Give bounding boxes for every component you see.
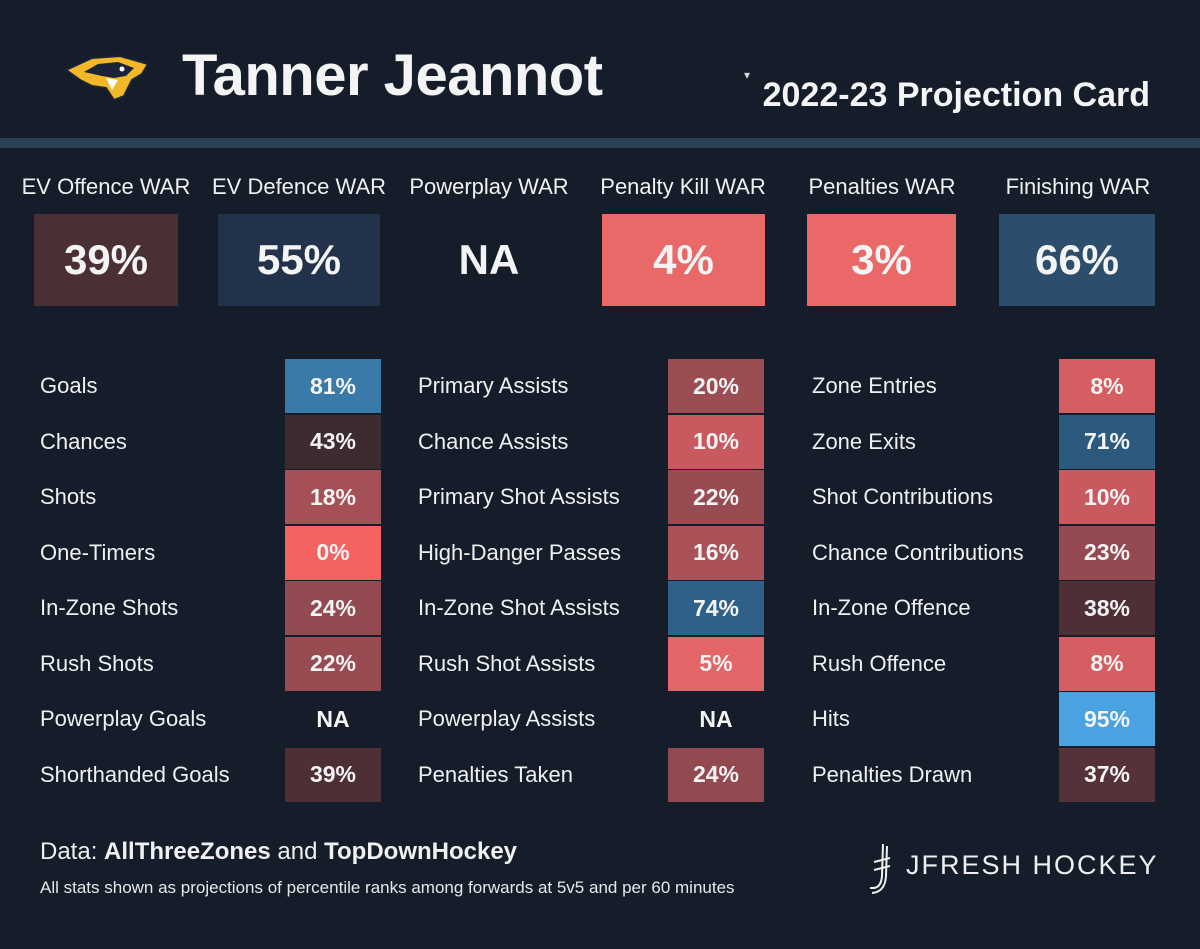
chevron-down-icon[interactable]: ▾ bbox=[744, 68, 751, 82]
stat-value: 39% bbox=[285, 747, 381, 802]
war-label-finishing: Finishing WAR bbox=[1005, 174, 1151, 199]
stat-value: 10% bbox=[1059, 470, 1155, 524]
source-allthreezones: AllThreeZones bbox=[104, 838, 271, 865]
data-prefix: Data: bbox=[40, 838, 105, 865]
stat-value: 8% bbox=[1059, 636, 1155, 691]
stat-value: 37% bbox=[1059, 747, 1155, 802]
player-name: Tanner Jeannot bbox=[182, 43, 603, 108]
stat-label: Rush Shot Assists bbox=[418, 650, 596, 676]
stat-label: Zone Exits bbox=[812, 428, 916, 454]
war-label-penalty-kill: Penalty Kill WAR bbox=[600, 174, 766, 199]
war-label-ev-defence: EV Defence WAR bbox=[211, 174, 387, 199]
stat-label: Penalties Taken bbox=[418, 761, 573, 787]
stat-label: In-Zone Shots bbox=[40, 595, 179, 620]
stat-label: Shot Contributions bbox=[812, 484, 993, 509]
stat-value: 38% bbox=[1059, 581, 1155, 635]
war-value-powerplay: NA bbox=[414, 214, 564, 306]
stat-label: Primary Assists bbox=[418, 373, 569, 398]
stat-value: 24% bbox=[285, 581, 381, 635]
war-value-penalties: 3% bbox=[807, 214, 956, 306]
stat-value: 22% bbox=[668, 470, 764, 524]
stat-value: 74% bbox=[668, 581, 764, 635]
header-divider bbox=[0, 138, 1200, 148]
predators-logo-icon bbox=[64, 54, 150, 102]
card-title: 2022-23 Projection Card bbox=[762, 76, 1150, 114]
stat-label: Chance Contributions bbox=[812, 539, 1024, 565]
footer-data-sources: Data: AllThreeZones and TopDownHockey bbox=[40, 838, 517, 866]
stat-label: Rush Offence bbox=[812, 650, 947, 676]
stat-label: Powerplay Assists bbox=[418, 706, 596, 731]
stat-label: Primary Shot Assists bbox=[418, 484, 620, 509]
stat-label: One-Timers bbox=[40, 539, 156, 565]
stat-value: 16% bbox=[668, 525, 764, 580]
stat-label: Chance Assists bbox=[418, 428, 569, 454]
stat-value: NA bbox=[285, 692, 381, 746]
stat-value: 43% bbox=[285, 414, 381, 469]
stat-label: Zone Entries bbox=[812, 373, 937, 398]
data-and: and bbox=[270, 838, 325, 865]
stat-value: 24% bbox=[668, 747, 764, 802]
stat-label: Goals bbox=[40, 373, 98, 398]
stat-value: 22% bbox=[285, 636, 381, 691]
source-topdownhockey: TopDownHockey bbox=[324, 838, 518, 865]
stat-label: Powerplay Goals bbox=[40, 706, 207, 731]
stat-label: Penalties Drawn bbox=[812, 761, 973, 787]
hockey-stick-logo-icon bbox=[870, 843, 891, 894]
war-label-penalties: Penalties WAR bbox=[808, 174, 956, 199]
stat-label: Shorthanded Goals bbox=[40, 761, 230, 787]
stat-value: 10% bbox=[668, 414, 764, 469]
header: Tanner Jeannot ▾ 2022-23 Projection Card bbox=[0, 0, 1200, 138]
stat-value: 8% bbox=[1059, 359, 1155, 413]
stat-value: 23% bbox=[1059, 525, 1155, 580]
stat-value: 95% bbox=[1059, 692, 1155, 746]
brand: JFRESH HOCKEY bbox=[866, 838, 1157, 898]
stat-value: 5% bbox=[668, 636, 764, 691]
war-value-ev-defence: 55% bbox=[218, 214, 380, 306]
stat-label: Rush Shots bbox=[40, 650, 154, 676]
war-value-finishing: 66% bbox=[999, 214, 1155, 306]
stat-value: 81% bbox=[285, 359, 381, 413]
stat-label: In-Zone Shot Assists bbox=[418, 595, 620, 620]
stat-value: 0% bbox=[285, 525, 381, 580]
war-label-ev-offence: EV Offence WAR bbox=[21, 174, 191, 199]
stat-label: Chances bbox=[40, 428, 127, 454]
stat-label: In-Zone Offence bbox=[812, 595, 971, 620]
footer-note: All stats shown as projections of percen… bbox=[40, 878, 735, 897]
stat-value: 20% bbox=[668, 359, 764, 413]
war-value-ev-offence: 39% bbox=[34, 214, 178, 306]
stat-label: Hits bbox=[812, 706, 850, 731]
stat-value: 71% bbox=[1059, 414, 1155, 469]
stat-value: NA bbox=[668, 692, 764, 746]
stat-label: High-Danger Passes bbox=[418, 539, 621, 565]
stat-label: Shots bbox=[40, 484, 97, 509]
stat-value: 18% bbox=[285, 470, 381, 524]
war-label-powerplay: Powerplay WAR bbox=[409, 174, 569, 199]
war-value-penalty-kill: 4% bbox=[602, 214, 765, 306]
brand-name: JFRESH HOCKEY bbox=[906, 850, 1159, 880]
